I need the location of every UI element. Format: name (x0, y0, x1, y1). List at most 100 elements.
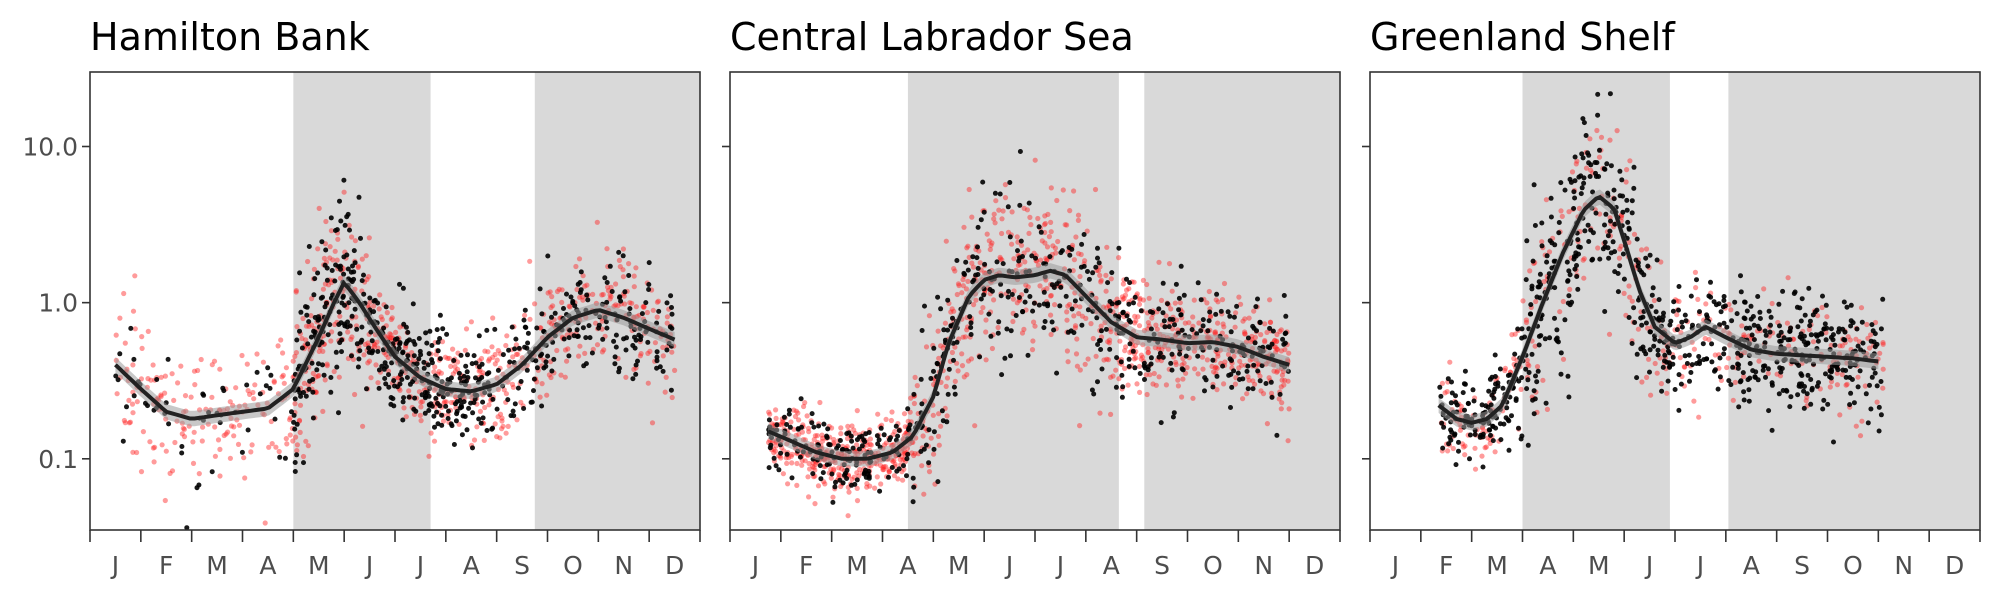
data-point (489, 426, 495, 432)
data-point (400, 285, 406, 291)
data-point (375, 300, 381, 306)
data-point (1002, 355, 1008, 361)
data-point (1670, 354, 1676, 360)
data-point (1859, 418, 1865, 424)
data-point (292, 460, 298, 465)
data-point (1500, 385, 1506, 391)
data-point (965, 358, 972, 364)
data-point (1631, 231, 1638, 237)
data-point (1751, 337, 1757, 343)
data-point (489, 344, 495, 350)
data-point (1175, 377, 1181, 383)
data-point (558, 372, 564, 378)
data-point (468, 400, 474, 406)
data-point (1810, 339, 1817, 345)
data-point (1617, 263, 1623, 269)
data-point (647, 348, 653, 354)
data-point (1268, 390, 1275, 396)
data-point (1638, 346, 1644, 352)
data-point (1557, 309, 1563, 315)
data-point (217, 473, 223, 479)
data-point (1632, 320, 1638, 325)
data-point (1676, 284, 1682, 289)
data-point (1620, 193, 1626, 199)
data-point (640, 304, 646, 310)
data-point (928, 435, 934, 441)
data-point (366, 358, 373, 364)
data-point (566, 353, 572, 359)
data-point (839, 466, 845, 472)
data-point (1721, 320, 1727, 326)
data-point (1036, 224, 1042, 230)
data-point (1122, 348, 1128, 354)
data-point (1131, 279, 1137, 285)
data-point (1103, 288, 1109, 294)
data-point (1649, 292, 1655, 298)
data-point (1022, 299, 1028, 305)
data-point (1207, 314, 1213, 320)
data-point (1869, 374, 1875, 380)
data-point (582, 350, 588, 356)
data-point (1209, 363, 1215, 369)
data-point (1560, 356, 1567, 362)
data-point (878, 425, 884, 431)
data-point (1126, 356, 1132, 362)
data-point (1848, 318, 1854, 324)
data-point (1503, 415, 1509, 421)
data-point (883, 416, 889, 422)
data-point (1738, 289, 1744, 295)
data-point (910, 499, 916, 505)
data-point (1132, 365, 1138, 371)
data-point (1682, 312, 1688, 318)
data-point (1285, 378, 1291, 384)
data-point (1170, 414, 1176, 420)
data-point (484, 428, 490, 433)
data-point (1051, 327, 1057, 333)
data-point (1602, 309, 1608, 314)
data-point (1535, 368, 1541, 374)
data-point (604, 280, 610, 285)
data-point (1579, 151, 1585, 157)
data-point (831, 441, 838, 447)
data-point (1078, 251, 1084, 258)
data-point (196, 482, 202, 488)
data-point (1576, 244, 1582, 250)
data-point (199, 438, 205, 444)
data-point (507, 359, 513, 365)
data-point (1580, 257, 1586, 263)
data-point (538, 353, 543, 359)
data-point (868, 442, 874, 448)
data-point (1088, 321, 1094, 327)
data-point (1177, 300, 1183, 306)
data-point (371, 344, 377, 350)
data-point (584, 292, 590, 298)
data-point (971, 302, 977, 308)
data-point (495, 367, 501, 373)
data-point (515, 385, 521, 391)
data-point (1659, 388, 1665, 394)
data-point (949, 306, 955, 312)
x-tick-label: J (415, 551, 424, 580)
data-point (1697, 309, 1702, 315)
data-point (1855, 384, 1861, 390)
data-point (1834, 382, 1840, 388)
data-point (815, 483, 822, 489)
data-point (1859, 319, 1865, 325)
data-point (1674, 327, 1680, 333)
data-point (1065, 303, 1071, 309)
data-point (1712, 352, 1718, 358)
data-point (515, 351, 521, 357)
data-point (337, 313, 343, 319)
data-point (964, 372, 970, 378)
data-point (1819, 331, 1825, 337)
data-point (854, 498, 861, 504)
data-point (780, 419, 786, 425)
data-point (306, 323, 312, 329)
data-point (539, 311, 545, 317)
data-point (1079, 322, 1085, 328)
data-point (876, 437, 882, 443)
data-point (960, 277, 966, 283)
data-point (1728, 307, 1734, 313)
data-point (778, 450, 784, 456)
data-point (627, 300, 633, 306)
